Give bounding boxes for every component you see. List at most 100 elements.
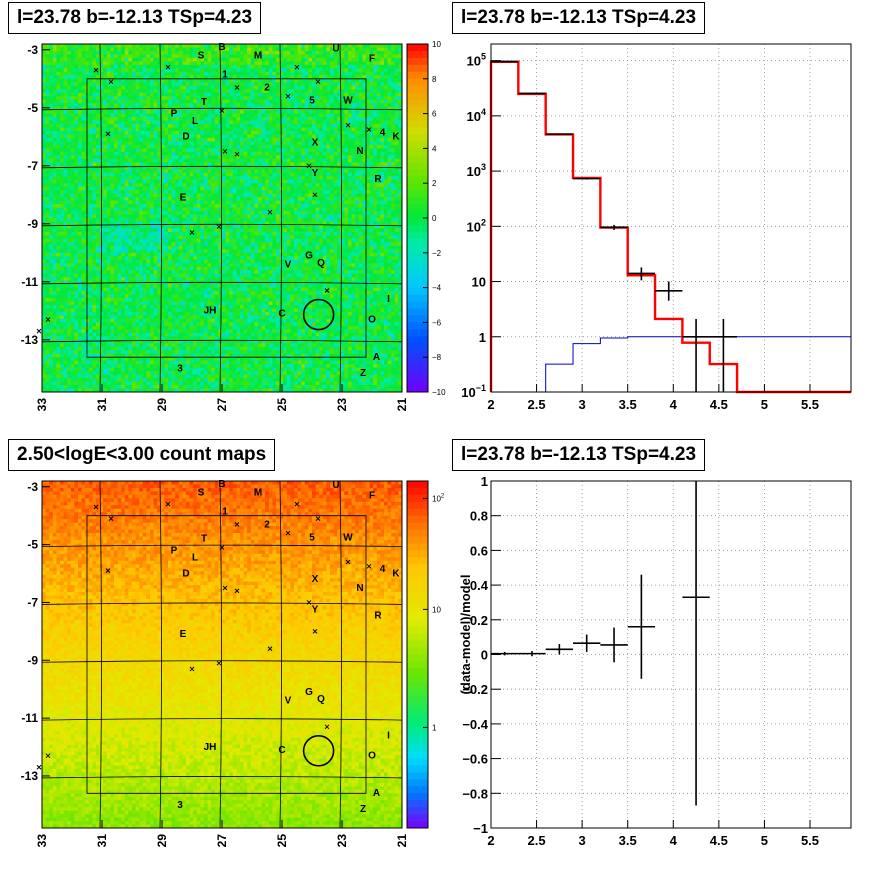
map-pixel [358,131,363,135]
map-pixel [272,155,277,160]
map-pixel [337,158,342,163]
map-pixel [355,193,360,198]
map-pixel [114,183,118,188]
map-pixel [358,165,363,170]
map-pixel [182,165,187,170]
map-pixel [182,151,187,156]
map-pixel [276,165,280,170]
map-pixel [236,75,241,80]
map-pixel [358,103,363,108]
map-pixel [333,176,338,181]
map-pixel [78,204,82,208]
map-pixel [157,120,162,125]
map-pixel [301,148,306,153]
map-pixel [358,183,363,188]
map-pixel [355,207,360,212]
map-pixel [189,75,194,80]
map-pixel [297,99,302,104]
map-pixel [308,186,313,191]
map-pixel [99,47,104,52]
map-pixel [67,155,72,160]
map-pixel [81,193,86,198]
map-pixel [391,124,396,128]
map-pixel [366,186,370,191]
map-pixel [254,113,259,118]
map-pixel [384,179,388,184]
map-pixel [45,193,50,198]
map-pixel [74,50,79,55]
map-pixel [229,211,234,215]
map-pixel [49,137,54,142]
map-pixel [88,183,93,188]
map-pixel [268,169,273,174]
map-pixel [96,162,100,167]
map-pixel [391,204,396,208]
map-pixel [243,85,248,90]
map-pixel [200,144,205,149]
map-pixel [319,47,324,52]
map-pixel [222,44,226,48]
map-pixel [348,158,352,163]
map-pixel [340,110,345,114]
map-pixel [268,186,273,191]
map-pixel [52,61,57,66]
map-pixel [160,193,165,198]
map-pixel [391,61,396,66]
map-pixel [60,103,64,108]
map-pixel [92,148,97,153]
map-pixel [182,113,187,118]
map-pixel [362,214,367,219]
map-pixel [171,179,176,184]
map-pixel [211,162,216,167]
map-pixel [258,214,262,219]
map-pixel [103,214,108,219]
map-pixel [362,120,367,125]
map-pixel [387,207,392,212]
map-pixel [297,117,302,121]
map-pixel [319,179,324,184]
map-pixel [362,183,367,188]
map-pixel [178,47,183,52]
map-pixel [200,131,205,135]
map-pixel [337,186,342,191]
map-pixel [222,78,226,83]
map-pixel [294,169,298,174]
map-pixel [196,148,201,153]
map-pixel [326,204,331,208]
map-pixel [376,214,381,219]
map-pixel [218,165,223,170]
map-pixel [358,50,363,55]
map-pixel [337,134,342,139]
map-pixel [106,155,111,160]
map-pixel [164,176,169,181]
map-pixel [193,92,198,97]
map-pixel [92,64,97,69]
map-pixel [52,99,57,104]
map-pixel [96,200,100,205]
map-pixel [49,113,54,118]
map-pixel [265,47,270,52]
map-pixel [351,92,356,97]
map-pixel [78,134,82,139]
map-pixel [348,106,352,111]
map-pixel [308,190,313,195]
map-pixel [193,61,198,66]
map-pixel [42,57,46,62]
map-pixel [229,61,234,66]
map-pixel [153,158,158,163]
map-pixel [297,57,302,62]
map-pixel [319,162,324,167]
map-pixel [286,204,291,208]
map-pixel [290,71,295,76]
map-pixel [351,78,356,83]
map-pixel [344,99,349,104]
map-pixel [124,54,129,59]
map-pixel [78,165,82,170]
map-pixel [286,158,291,163]
map-pixel [333,183,338,188]
map-pixel [164,211,169,215]
map-pixel [366,57,370,62]
map-pixel [308,207,313,212]
map-pixel [355,134,360,139]
map-pixel [92,120,97,125]
